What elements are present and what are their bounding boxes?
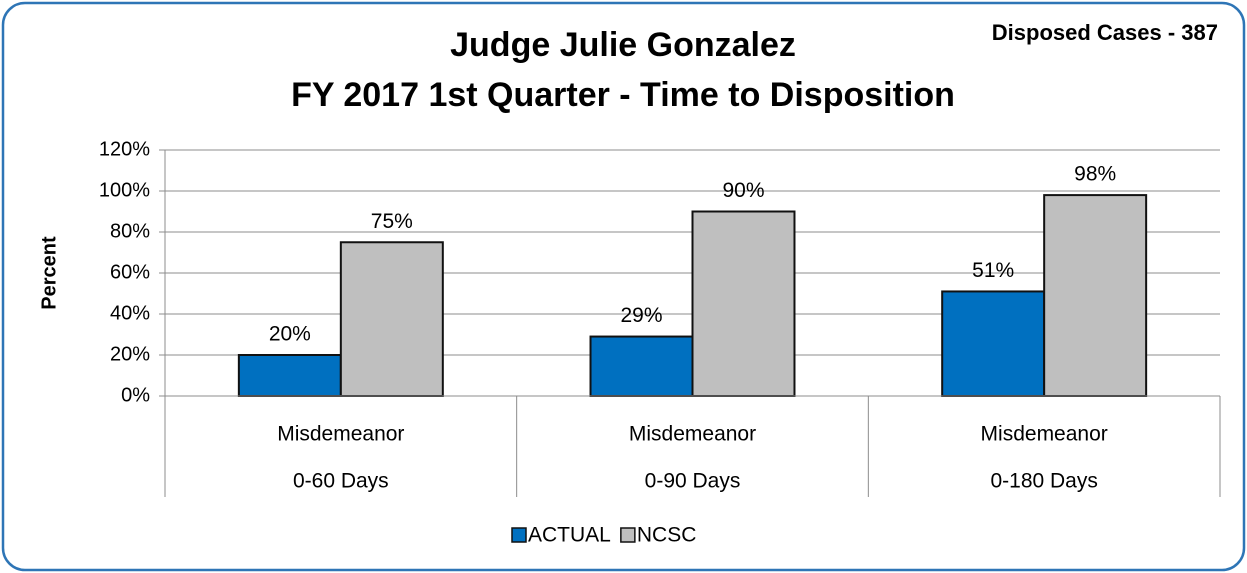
- chart-title: FY 2017 1st Quarter - Time to Dispositio…: [291, 76, 955, 114]
- legend-swatch: [511, 527, 527, 543]
- bar: [1043, 194, 1148, 397]
- data-label: 98%: [1074, 163, 1116, 186]
- data-label: 29%: [620, 304, 662, 327]
- y-tick-label: 40%: [110, 302, 150, 324]
- bar: [237, 354, 342, 397]
- y-tick-label: 0%: [121, 384, 150, 406]
- legend-label: ACTUAL: [528, 524, 611, 547]
- x-tick-label: Misdemeanor: [277, 423, 404, 446]
- legend-label: NCSC: [637, 524, 697, 547]
- x-tick-label: 0-60 Days: [293, 470, 389, 493]
- x-tick-label: 0-180 Days: [990, 470, 1097, 493]
- legend-swatch: [620, 527, 636, 543]
- data-label: 90%: [722, 179, 764, 202]
- data-label: 75%: [371, 210, 413, 233]
- bar: [589, 335, 694, 397]
- y-tick-label: 80%: [110, 220, 150, 242]
- y-axis-label: Percent: [38, 236, 60, 310]
- bar: [691, 210, 796, 397]
- y-tick-label: 60%: [110, 261, 150, 283]
- x-tick-label: Misdemeanor: [629, 423, 756, 446]
- x-tick-label: 0-90 Days: [645, 470, 741, 493]
- chart-title: Judge Julie Gonzalez: [450, 26, 796, 64]
- data-label: 20%: [269, 323, 311, 346]
- annotation: Disposed Cases - 387: [992, 20, 1218, 45]
- y-tick-label: 120%: [99, 138, 150, 160]
- bar: [941, 290, 1046, 398]
- data-label: 51%: [972, 259, 1014, 282]
- y-tick-label: 100%: [99, 179, 150, 201]
- y-tick-label: 20%: [110, 343, 150, 365]
- x-tick-label: Misdemeanor: [981, 423, 1108, 446]
- bar: [339, 241, 444, 397]
